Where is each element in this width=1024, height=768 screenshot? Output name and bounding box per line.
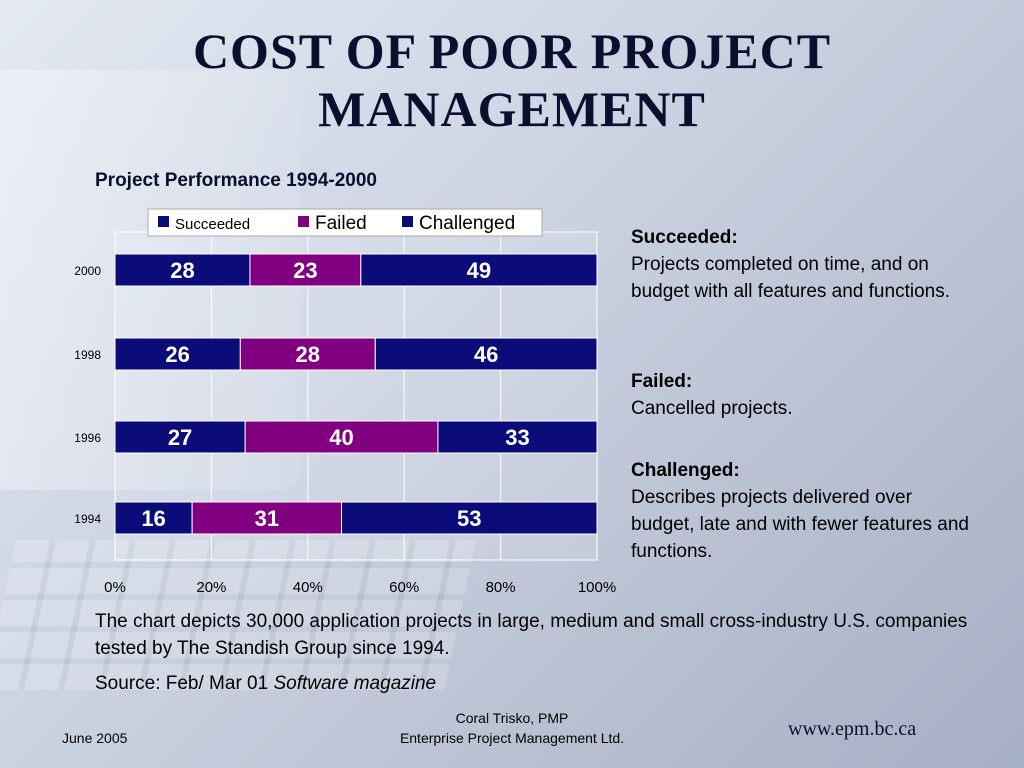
footer-url: www.epm.bc.ca xyxy=(788,718,917,740)
data-label: 46 xyxy=(474,342,498,367)
data-label: 23 xyxy=(293,258,317,283)
data-label: 26 xyxy=(165,342,189,367)
description-challenged: Challenged: Describes projects delivered… xyxy=(631,457,971,565)
x-tick-label: 40% xyxy=(293,579,323,596)
data-label: 31 xyxy=(255,506,279,531)
data-label: 28 xyxy=(296,342,320,367)
legend-swatch xyxy=(298,216,309,227)
description-text: Cancelled projects. xyxy=(631,398,793,419)
y-tick-label: 1994 xyxy=(74,512,101,526)
x-tick-label: 80% xyxy=(486,579,516,596)
data-label: 27 xyxy=(168,425,192,450)
legend-swatch xyxy=(158,216,169,227)
y-tick-label: 1998 xyxy=(74,348,101,362)
legend-swatch xyxy=(402,216,413,227)
x-tick-label: 20% xyxy=(196,579,226,596)
data-label: 28 xyxy=(170,258,194,283)
description-heading: Succeeded: xyxy=(631,227,738,248)
source-magazine: Software magazine xyxy=(273,673,437,694)
description-heading: Failed: xyxy=(631,371,693,392)
footer-credit: Coral Trisko, PMP Enterprise Project Man… xyxy=(312,708,712,748)
description-text: Describes projects delivered over budget… xyxy=(631,487,970,562)
chart-note: The chart depicts 30,000 application pro… xyxy=(95,611,968,659)
y-tick-label: 1996 xyxy=(74,431,101,445)
bar-segment-challenged xyxy=(341,501,598,535)
source-line: Source: Feb/ Mar 01 Software magazine xyxy=(95,670,436,697)
x-tick-label: 100% xyxy=(578,579,616,596)
legend-box xyxy=(147,208,543,237)
bar-segment-failed xyxy=(239,337,376,371)
legend-label: Challenged xyxy=(419,213,515,234)
bar-segment-challenged xyxy=(374,337,598,371)
bar-segment-succeeded xyxy=(114,337,241,371)
data-label: 33 xyxy=(505,425,529,450)
data-label: 49 xyxy=(467,258,491,283)
source-prefix: Source: Feb/ Mar 01 xyxy=(95,673,274,694)
bar-segment-challenged xyxy=(360,253,598,287)
legend-label: Succeeded xyxy=(175,216,250,233)
slide-title: COST OF POOR PROJECT MANAGEMENT xyxy=(192,23,832,137)
data-label: 16 xyxy=(141,506,165,531)
legend-label: Failed xyxy=(315,213,367,234)
description-succeeded: Succeeded: Projects completed on time, a… xyxy=(631,224,971,305)
bar-segment-challenged xyxy=(437,420,598,454)
data-label: 53 xyxy=(457,506,481,531)
footer-author: Coral Trisko, PMP xyxy=(455,710,569,726)
description-heading: Challenged: xyxy=(631,460,740,481)
data-label: 40 xyxy=(329,425,353,450)
bar-segment-failed xyxy=(244,420,439,454)
x-tick-label: 0% xyxy=(104,579,126,596)
footer-company: Enterprise Project Management Ltd. xyxy=(399,730,625,746)
bar-segment-succeeded xyxy=(114,253,251,287)
bar-segment-succeeded xyxy=(114,501,193,535)
description-text: Projects completed on time, and on budge… xyxy=(631,254,950,302)
description-failed: Failed: Cancelled projects. xyxy=(631,368,971,422)
footer-date: June 2005 xyxy=(62,730,128,746)
bar-segment-failed xyxy=(191,501,343,535)
bar-segment-failed xyxy=(249,253,362,287)
chart-title: Project Performance 1994-2000 xyxy=(95,170,377,191)
x-tick-label: 60% xyxy=(389,579,419,596)
y-tick-label: 2000 xyxy=(74,264,101,278)
